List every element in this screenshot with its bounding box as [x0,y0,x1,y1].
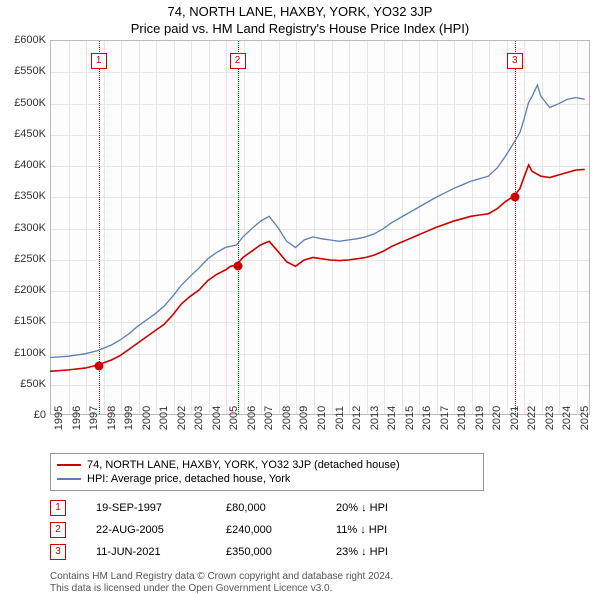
legend-swatch [57,464,81,466]
legend-label: HPI: Average price, detached house, York [87,473,290,485]
legend: 74, NORTH LANE, HAXBY, YORK, YO32 3JP (d… [50,453,484,491]
sales-table: 1 19-SEP-1997 £80,000 20% ↓ HPI 2 22-AUG-2005… [50,497,600,563]
sale-row-marker: 1 [50,500,66,516]
y-axis-label: £600K [0,34,46,46]
sale-row-date: 19-SEP-1997 [96,502,196,514]
sale-row-price: £350,000 [226,546,306,558]
x-axis-label: 2017 [436,406,451,430]
x-axis-label: 1999 [120,406,135,430]
footer-line2: This data is licensed under the Open Gov… [50,583,600,595]
sale-row: 2 22-AUG-2005 £240,000 11% ↓ HPI [50,519,600,541]
x-axis-label: 2016 [418,406,433,430]
x-axis-label: 2000 [138,406,153,430]
chart-lines [50,40,590,415]
x-axis-label: 2008 [278,406,293,430]
x-axis-label: 1995 [50,406,65,430]
sale-row-date: 11-JUN-2021 [96,546,196,558]
y-axis-label: £500K [0,97,46,109]
footer: Contains HM Land Registry data © Crown c… [50,571,600,595]
sale-row-price: £240,000 [226,524,306,536]
x-axis-label: 2018 [453,406,468,430]
x-axis-label: 2015 [401,406,416,430]
y-axis-label: £50K [0,378,46,390]
y-axis-label: £200K [0,284,46,296]
x-axis-label: 2007 [260,406,275,430]
x-axis-label: 2006 [243,406,258,430]
y-axis-label: £250K [0,253,46,265]
x-axis-label: 2003 [190,406,205,430]
sale-row-date: 22-AUG-2005 [96,524,196,536]
y-axis-label: £400K [0,159,46,171]
x-axis-label: 2019 [471,406,486,430]
x-axis-label: 2001 [155,406,170,430]
sale-row-delta: 20% ↓ HPI [336,502,426,514]
x-axis-label: 2021 [506,406,521,430]
sale-row-marker: 2 [50,522,66,538]
x-axis-label: 2009 [295,406,310,430]
x-axis-label: 2024 [558,406,573,430]
sale-row-delta: 23% ↓ HPI [336,546,426,558]
legend-item: 74, NORTH LANE, HAXBY, YORK, YO32 3JP (d… [57,458,477,472]
x-axis-label: 2025 [576,406,591,430]
x-axis-label: 1996 [68,406,83,430]
y-axis-label: £0 [0,409,46,421]
y-axis-label: £450K [0,128,46,140]
y-axis-label: £150K [0,315,46,327]
title-address: 74, NORTH LANE, HAXBY, YORK, YO32 3JP [0,0,600,19]
chart: 123 £0£50K£100K£150K£200K£250K£300K£350K… [50,40,590,415]
x-axis-label: 2014 [383,406,398,430]
x-axis-label: 1997 [85,406,100,430]
x-axis-label: 2022 [523,406,538,430]
x-axis-label: 2011 [331,406,346,430]
footer-line1: Contains HM Land Registry data © Crown c… [50,571,600,583]
legend-swatch [57,478,81,480]
x-axis-label: 2004 [208,406,223,430]
title-subtitle: Price paid vs. HM Land Registry's House … [0,19,600,40]
x-axis-label: 2005 [225,406,240,430]
series-hpi [50,85,585,358]
x-axis-label: 2002 [173,406,188,430]
sale-row: 3 11-JUN-2021 £350,000 23% ↓ HPI [50,541,600,563]
y-axis-label: £100K [0,347,46,359]
sale-row-delta: 11% ↓ HPI [336,524,426,536]
x-axis-label: 2010 [313,406,328,430]
sale-row-price: £80,000 [226,502,306,514]
x-axis-label: 1998 [103,406,118,430]
x-axis-label: 2023 [541,406,556,430]
y-axis-label: £350K [0,190,46,202]
y-axis-label: £300K [0,222,46,234]
x-axis-label: 2013 [366,406,381,430]
y-axis-label: £550K [0,65,46,77]
legend-item: HPI: Average price, detached house, York [57,472,477,486]
series-price_paid [50,165,585,371]
legend-label: 74, NORTH LANE, HAXBY, YORK, YO32 3JP (d… [87,459,400,471]
sale-row-marker: 3 [50,544,66,560]
sale-row: 1 19-SEP-1997 £80,000 20% ↓ HPI [50,497,600,519]
x-axis-label: 2012 [348,406,363,430]
x-axis-label: 2020 [488,406,503,430]
